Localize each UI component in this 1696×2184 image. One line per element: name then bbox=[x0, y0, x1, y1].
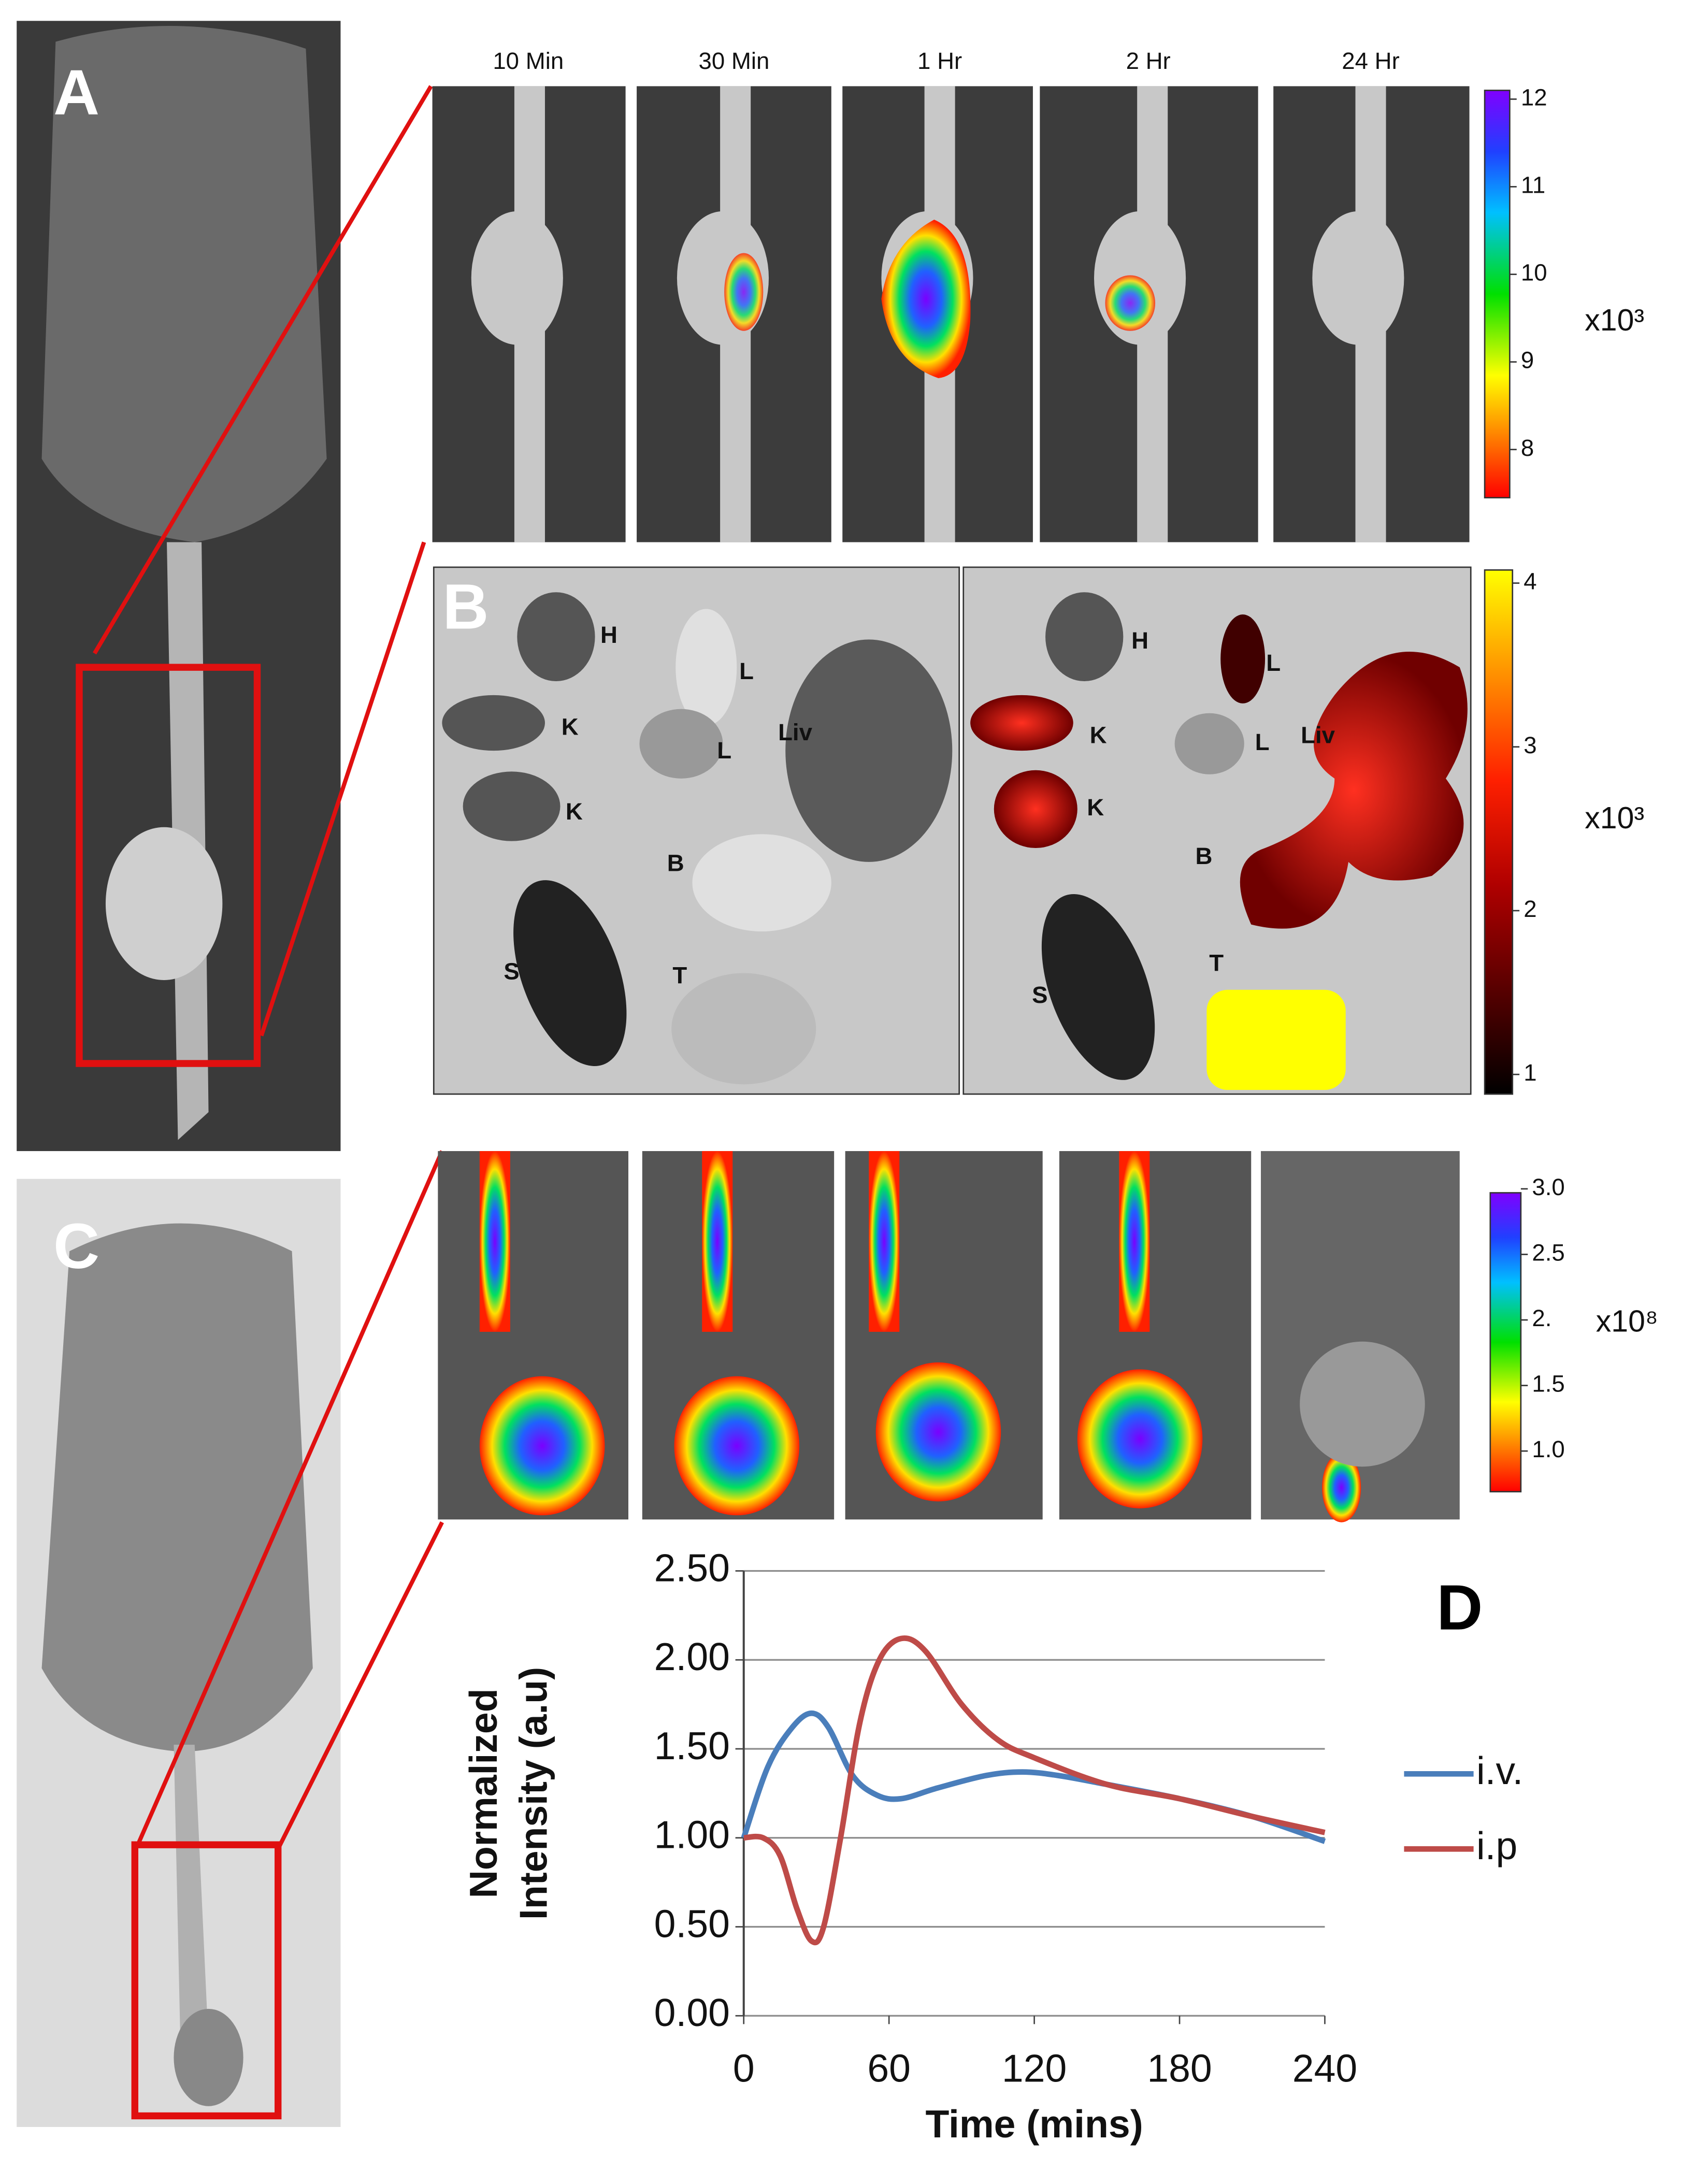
y-tick-label: 1.00 bbox=[654, 1813, 730, 1857]
colorbar-tick-label: 3 bbox=[1523, 732, 1536, 758]
panel-a-labels: A bbox=[53, 56, 99, 128]
x-tick-label: 240 bbox=[1292, 2046, 1357, 2090]
panel-label: D bbox=[1436, 1572, 1483, 1644]
organ-label: Liv bbox=[778, 719, 813, 745]
colorbar-tick-label: 2 bbox=[1523, 896, 1536, 922]
zoom-line bbox=[93, 85, 433, 655]
x-tick-label: 120 bbox=[1002, 2046, 1067, 2090]
colorbar-tick-label: 4 bbox=[1523, 568, 1536, 595]
zoom-box bbox=[131, 1841, 282, 2120]
organ-label: K bbox=[562, 713, 579, 740]
organ-label: K bbox=[1087, 794, 1104, 821]
organ-label: B bbox=[667, 850, 684, 876]
colorbar-unit: x10³ bbox=[1585, 303, 1644, 337]
time-label: 2 Hr bbox=[1126, 48, 1171, 74]
colorbar-tick-label: 2. bbox=[1532, 1305, 1551, 1331]
photo-mouse-c bbox=[17, 1179, 341, 2127]
time-label: 24 Hr bbox=[1342, 48, 1400, 74]
organ-label: S bbox=[504, 958, 519, 985]
zoom-line bbox=[276, 1521, 444, 1850]
x-tick-label: 60 bbox=[867, 2046, 911, 2090]
x-tick-label: 180 bbox=[1147, 2046, 1212, 2090]
panel-label: B bbox=[442, 571, 488, 642]
y-tick-label: 1.50 bbox=[654, 1724, 730, 1768]
colorbar bbox=[1484, 90, 1511, 499]
organ-label: L bbox=[739, 658, 754, 684]
legend-label: i.p bbox=[1476, 1824, 1517, 1867]
organ-label: L bbox=[1255, 729, 1270, 755]
organ-label: K bbox=[566, 798, 583, 825]
colorbar-tick-label: 10 bbox=[1521, 260, 1547, 286]
legend-label: i.v. bbox=[1476, 1749, 1523, 1792]
y-tick-label: 0.00 bbox=[654, 1991, 730, 2034]
zoom-box bbox=[76, 664, 261, 1067]
photo-strip-c bbox=[438, 1151, 1460, 1522]
colorbar-tick-label: 3.0 bbox=[1532, 1174, 1564, 1200]
colorbar-tick-label: 8 bbox=[1521, 435, 1534, 461]
y-axis-title: Normalized bbox=[462, 1688, 505, 1898]
colorbar-tick-label: 11 bbox=[1521, 172, 1545, 198]
photo-organs bbox=[433, 566, 1472, 1095]
y-tick-label: 2.50 bbox=[654, 1546, 730, 1589]
zoom-line bbox=[137, 1150, 444, 1843]
colorbar-tick-label: 1.5 bbox=[1532, 1371, 1564, 1397]
x-tick-label: 0 bbox=[733, 2046, 755, 2090]
time-label: 10 Min bbox=[493, 48, 564, 74]
colorbar bbox=[1489, 1192, 1522, 1492]
panel-label: C bbox=[53, 1211, 99, 1282]
zoom-line bbox=[259, 541, 426, 1037]
organ-label: B bbox=[1196, 843, 1213, 869]
colorbar bbox=[1484, 569, 1514, 1095]
colorbar-tick-label: 12 bbox=[1521, 84, 1547, 110]
organ-label: S bbox=[1032, 982, 1047, 1008]
panel-label: A bbox=[53, 56, 99, 128]
y-tick-label: 0.50 bbox=[654, 1902, 730, 1945]
organ-label: L bbox=[1266, 650, 1281, 676]
organ-label: K bbox=[1090, 722, 1107, 748]
colorbar-tick-label: 1 bbox=[1523, 1059, 1536, 1086]
organ-label: H bbox=[600, 622, 617, 648]
organ-label: Liv bbox=[1301, 722, 1335, 748]
y-axis-title: Intensity (a.u) bbox=[512, 1667, 555, 1920]
series-line bbox=[743, 1635, 1326, 1946]
organ-label: T bbox=[1209, 950, 1224, 976]
colorbar-unit: x10³ bbox=[1585, 801, 1644, 835]
time-label: 1 Hr bbox=[917, 48, 962, 74]
colorbar-unit: x10⁸ bbox=[1596, 1304, 1658, 1338]
series-line bbox=[741, 1710, 1326, 1844]
y-tick-label: 2.00 bbox=[654, 1635, 730, 1678]
colorbar-tick-label: 1.0 bbox=[1532, 1436, 1564, 1462]
photo-mouse-a bbox=[17, 21, 341, 1152]
colorbar-tick-label: 9 bbox=[1521, 347, 1534, 373]
x-axis-title: Time (mins) bbox=[925, 2102, 1143, 2146]
photo-strip-a bbox=[432, 86, 1470, 542]
time-label: 30 Min bbox=[698, 48, 769, 74]
organ-label: L bbox=[717, 737, 731, 764]
colorbar-tick-label: 2.5 bbox=[1532, 1240, 1564, 1266]
organ-label: H bbox=[1131, 627, 1148, 654]
panel-labels: B C D bbox=[53, 571, 1483, 1643]
organ-label: T bbox=[672, 962, 687, 989]
